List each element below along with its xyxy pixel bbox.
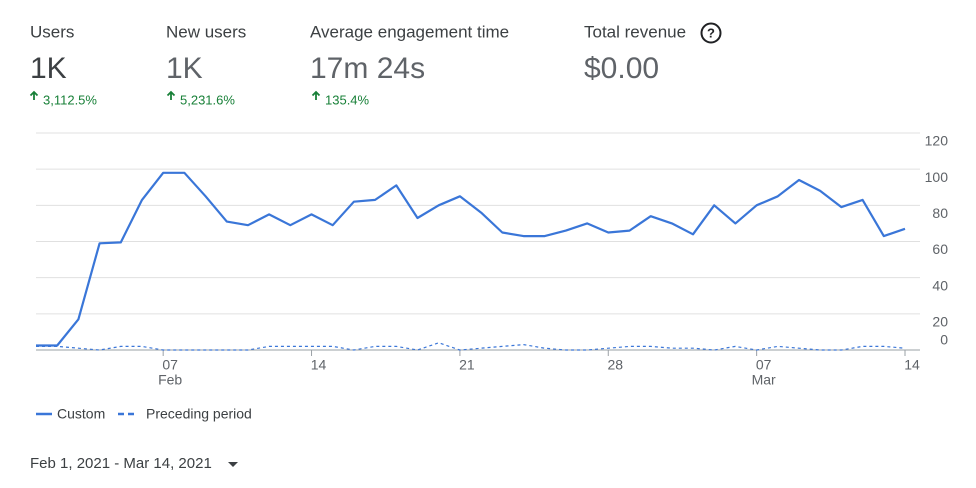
y-tick-label: 20 (932, 314, 948, 330)
metric-label: New users (166, 22, 246, 41)
x-tick-label: 21 (459, 357, 475, 373)
help-icon[interactable]: ? (700, 22, 722, 44)
metric-value: 1K (166, 52, 203, 85)
up-arrow (166, 90, 176, 100)
metric-label: Average engagement time (310, 22, 509, 41)
metric-value: 17m 24s (310, 52, 425, 85)
x-tick-label: 07 (756, 357, 772, 373)
series-line (36, 171, 906, 347)
x-month-label: Mar (752, 372, 776, 388)
metric-value: 1K (30, 52, 67, 85)
up-arrow (29, 90, 39, 100)
y-tick-label: 0 (940, 332, 948, 348)
dropdown-caret[interactable] (228, 462, 238, 467)
x-tick-label: 14 (904, 357, 920, 373)
metric-change: 135.4% (325, 92, 370, 107)
metric-label: Users (30, 22, 74, 41)
metric-label: Total revenue (584, 22, 686, 41)
series-line (36, 342, 906, 351)
legend-label: Preceding period (146, 406, 252, 422)
metric-value: $0.00 (584, 52, 659, 85)
x-month-label: Feb (158, 372, 182, 388)
y-tick-label: 60 (932, 241, 948, 257)
legend-label: Custom (57, 406, 105, 422)
y-tick-label: 100 (925, 169, 949, 185)
svg-text:?: ? (707, 25, 715, 40)
up-arrow (311, 90, 321, 100)
y-tick-label: 40 (932, 277, 948, 293)
x-tick-label: 14 (311, 357, 327, 373)
y-tick-label: 120 (925, 133, 949, 149)
x-tick-label: 28 (607, 357, 623, 373)
date-range[interactable]: Feb 1, 2021 - Mar 14, 2021 (30, 455, 212, 472)
metric-change: 5,231.6% (180, 92, 235, 107)
x-tick-label: 07 (162, 357, 178, 373)
metric-change: 3,112.5% (43, 92, 97, 107)
y-tick-label: 80 (932, 205, 948, 221)
